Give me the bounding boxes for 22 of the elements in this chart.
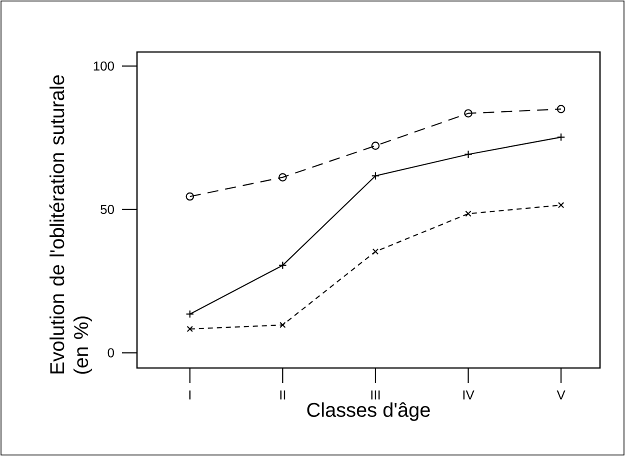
point [556, 104, 566, 114]
point [465, 210, 472, 217]
point [278, 173, 287, 182]
x-axis-title: Classes d'âge [307, 402, 430, 421]
y-tick-label: 0 [108, 348, 114, 358]
x-tick-label: III [371, 390, 380, 400]
x-tick-label: IV [463, 390, 474, 400]
x-tick-label: II [280, 390, 286, 400]
point [280, 322, 286, 328]
point [464, 109, 472, 118]
point [556, 133, 566, 142]
x-tick-label: V [556, 390, 566, 400]
point [372, 248, 379, 255]
y-axis-title: Evolution de l'oblitération suturale (en %) [49, 75, 92, 374]
point [371, 172, 380, 180]
point [186, 326, 193, 332]
y-tick-label: 50 [100, 204, 114, 214]
point [371, 142, 380, 150]
point [186, 192, 194, 201]
y-tick-label: 100 [94, 61, 114, 71]
point [558, 202, 564, 208]
x-tick-label: I [189, 390, 191, 400]
